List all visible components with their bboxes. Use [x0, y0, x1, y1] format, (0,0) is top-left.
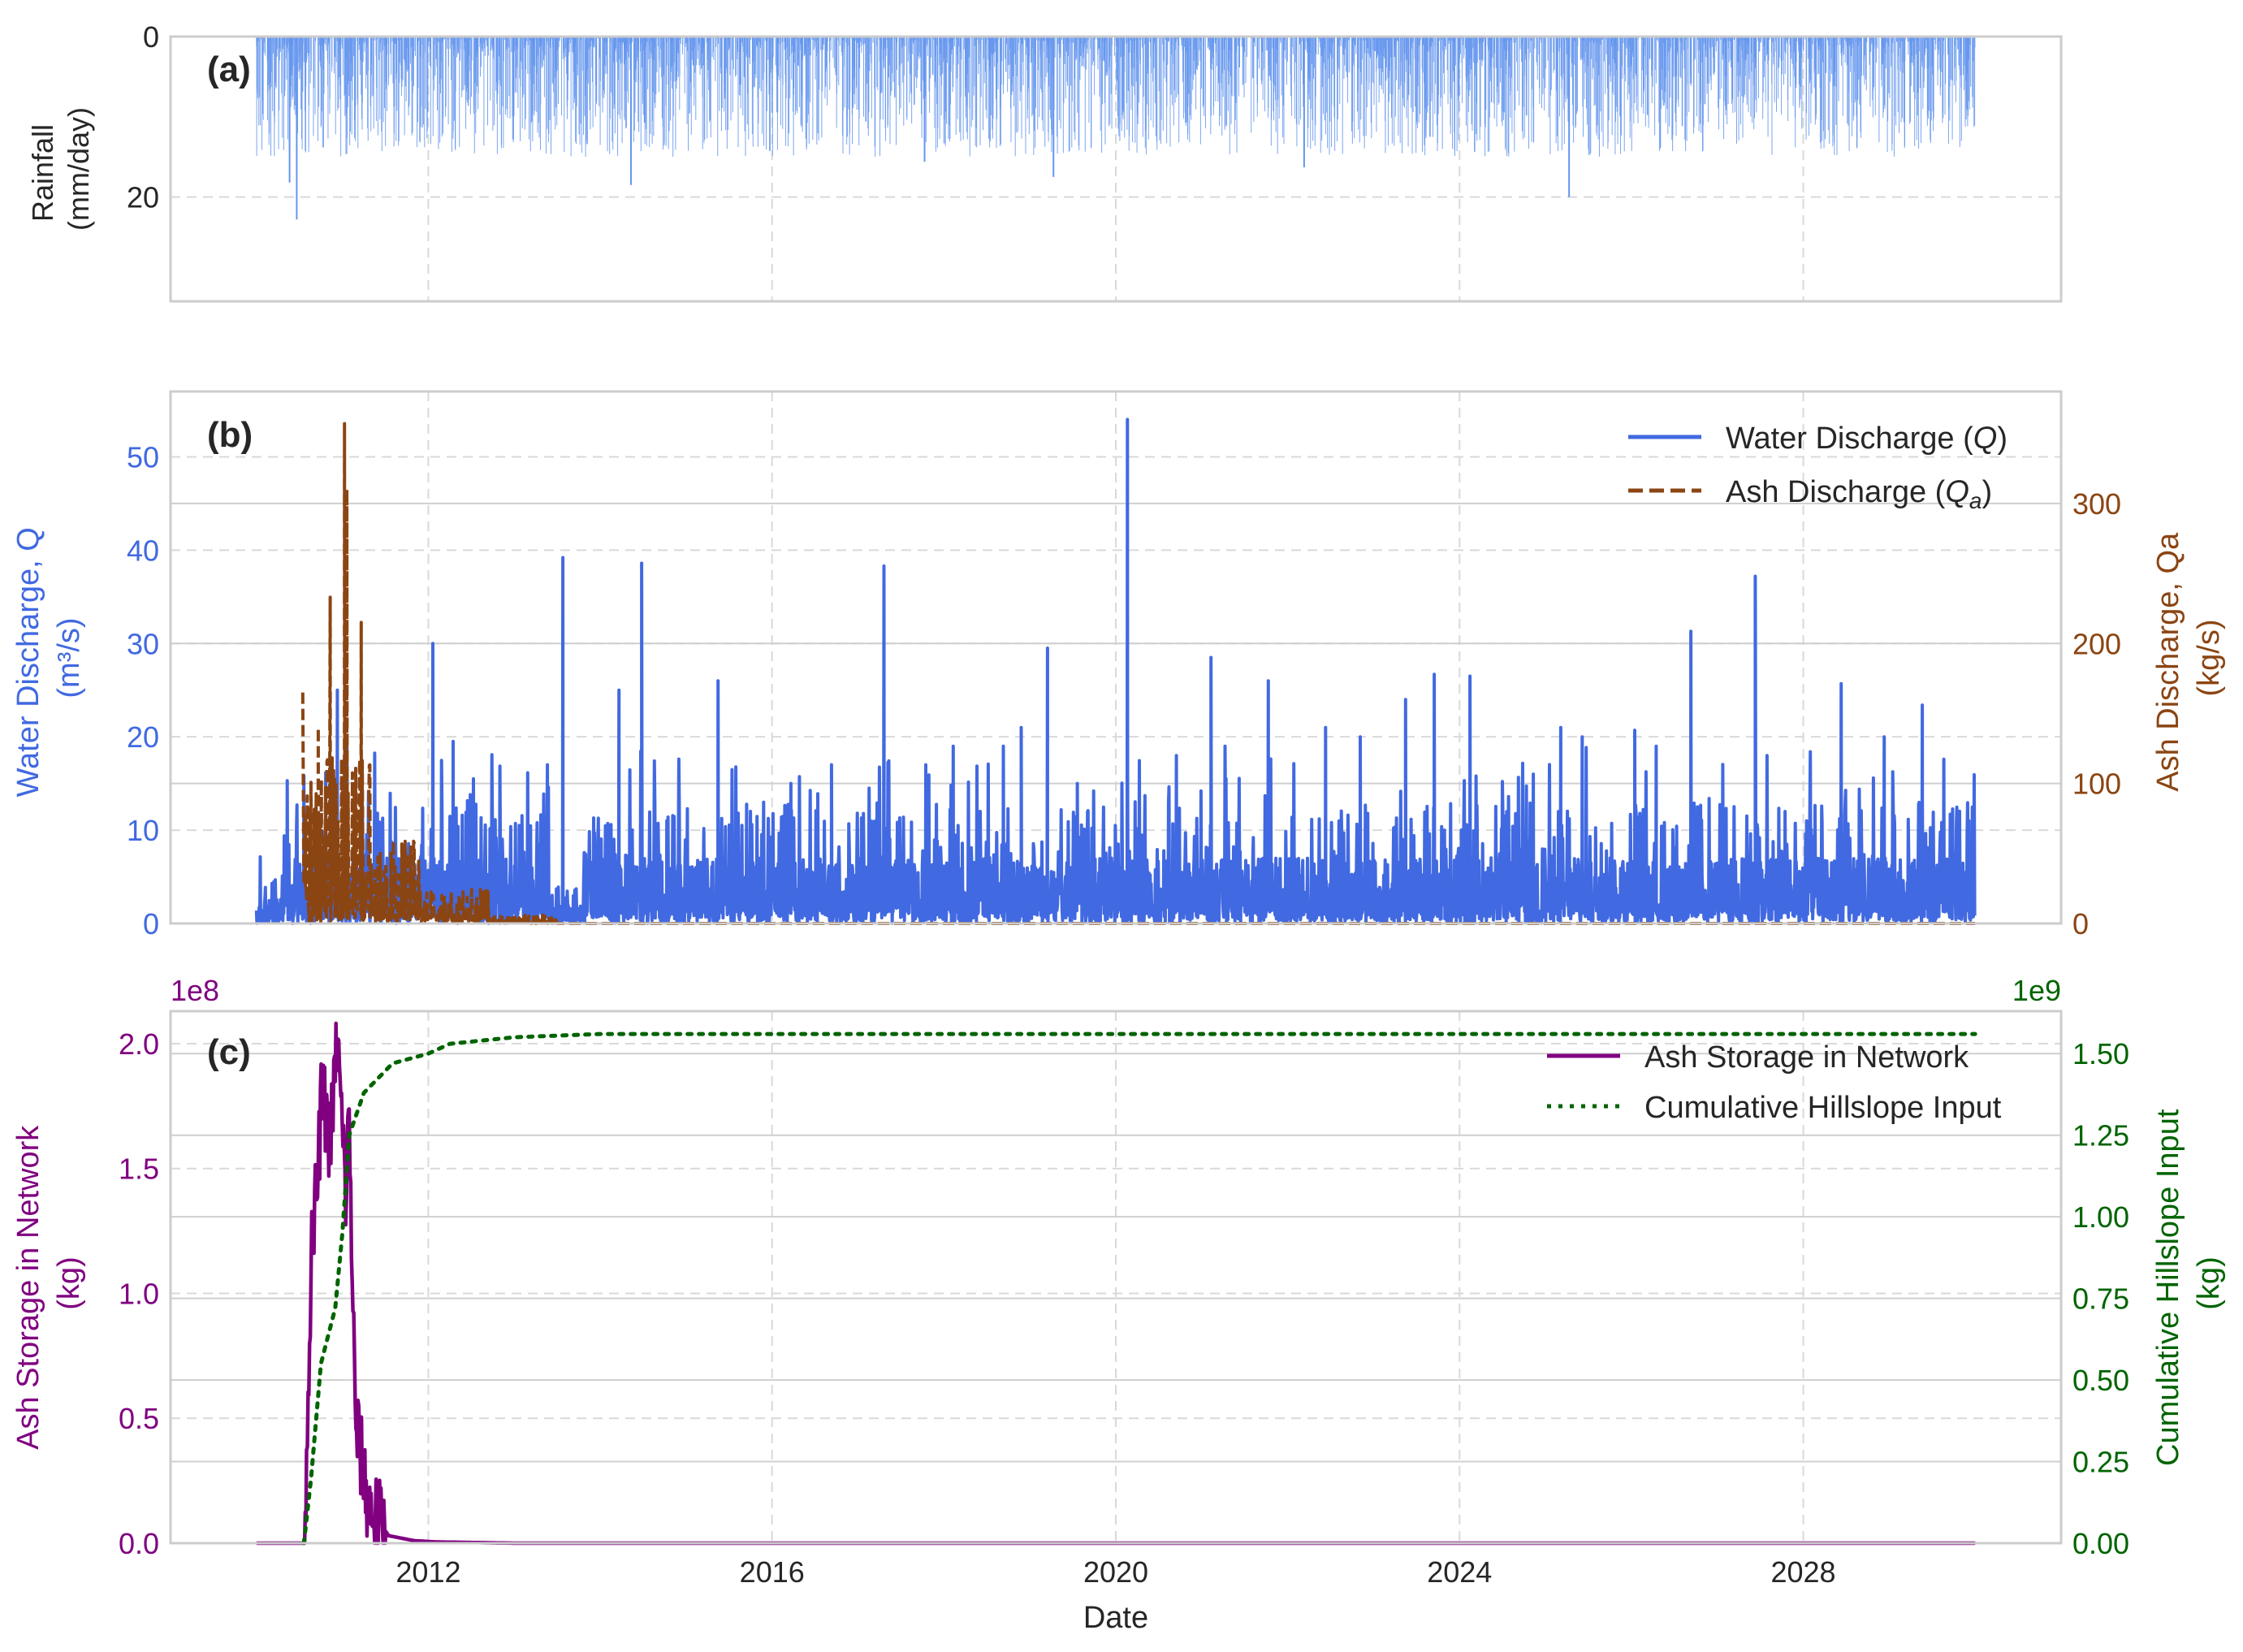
panel-b-ytick-right-2: 200 — [2072, 627, 2121, 660]
panel-b-yticks-right: 0 100 200 300 — [2072, 487, 2121, 941]
panel-c-ylabel-left-line2: (kg) — [52, 1256, 86, 1309]
panel-b-ytick-left-4: 40 — [127, 534, 159, 567]
panel-c-xtick-2: 2020 — [1083, 1555, 1148, 1589]
panel-b-ylabel-left: Water Discharge, Q (m³/s) — [11, 519, 86, 798]
panel-c-ytick-right-0: 0.00 — [2072, 1527, 2129, 1560]
panel-c-ytick-left-2: 1.0 — [119, 1277, 159, 1310]
panel-c-yticks-right: 0.00 0.25 0.50 0.75 1.00 1.25 1.50 — [2072, 1037, 2129, 1560]
panel-c-ytick-right-6: 1.50 — [2072, 1037, 2129, 1070]
panel-b-frame — [169, 390, 2063, 925]
panel-b-legend: Water Discharge (Q) Ash Discharge (Qa) — [1628, 422, 2007, 513]
panel-b-ytick-left-0: 0 — [143, 907, 159, 941]
panel-c-ytick-right-3: 0.75 — [2072, 1282, 2129, 1316]
panel-c-legend: Ash Storage in Network Cumulative Hillsl… — [1547, 1040, 2002, 1125]
legend-cumulative-label: Cumulative Hillslope Input — [1644, 1091, 2002, 1125]
panel-b-ytick-left-1: 10 — [127, 814, 159, 847]
panel-c-ytick-left-4: 2.0 — [119, 1027, 159, 1061]
panel-c-xtick-1: 2016 — [740, 1555, 805, 1589]
legend-storage-label: Ash Storage in Network — [1644, 1040, 1969, 1075]
panel-a-ylabel: Rainfall (mm/day) — [26, 107, 95, 231]
panel-c-xtick-0: 2012 — [395, 1555, 460, 1589]
panel-c-ylabel-left-line1: Ash Storage in Network — [11, 1125, 45, 1450]
panel-c-offset-left: 1e8 — [171, 974, 219, 1007]
panel-b-label: (b) — [207, 415, 253, 455]
panel-c: 0.0 0.5 1.0 1.5 2.0 0.00 0.25 0.50 0.75 1.00 1.25… — [11, 974, 2226, 1635]
panel-a-ytick-0: 0 — [143, 20, 159, 54]
panel-c-ytick-left-3: 1.5 — [119, 1153, 159, 1186]
panel-b-ylabel-right: Ash Discharge, Qa (kg/s) — [2151, 524, 2226, 791]
panel-c-ytick-right-1: 0.25 — [2072, 1446, 2129, 1479]
panel-a: 0 20 (a) Rainfall (mm/day) — [26, 20, 2063, 303]
panel-b-ylabel-right-line1: Ash Discharge, Qa — [2151, 532, 2185, 792]
panel-b-ytick-left-2: 20 — [127, 720, 159, 754]
panel-b: 0 10 20 30 40 50 0 100 200 300 (b) Water Dischar… — [11, 390, 2226, 941]
panel-c-yticks-left: 0.0 0.5 1.0 1.5 2.0 — [119, 1027, 159, 1560]
panel-c-ytick-right-4: 1.00 — [2072, 1200, 2129, 1234]
panel-c-label: (c) — [207, 1032, 251, 1072]
panel-c-ytick-right-5: 1.25 — [2072, 1119, 2129, 1153]
water-discharge-line — [254, 417, 1977, 925]
panel-c-ytick-left-1: 0.5 — [119, 1402, 159, 1435]
panel-c-xticks: 2012 2016 2020 2024 2028 — [395, 1555, 1835, 1589]
panel-c-xlabel: Date — [1083, 1601, 1148, 1635]
panel-b-ytick-left-5: 50 — [127, 440, 159, 474]
panel-b-yticks-left: 0 10 20 30 40 50 — [127, 440, 159, 941]
panel-a-label: (a) — [207, 50, 251, 89]
panel-a-ylabel-line2: (mm/day) — [62, 107, 95, 231]
panel-a-frame — [169, 35, 2063, 303]
panel-b-ylabel-right-line2: (kg/s) — [2192, 620, 2226, 697]
legend-water-label: Water Discharge (Q) — [1726, 422, 2007, 456]
panel-c-ylabel-right-line1: Cumulative Hillslope Input — [2151, 1109, 2185, 1466]
panel-c-ylabel-left: Ash Storage in Network (kg) — [11, 1117, 86, 1450]
panel-c-ylabel-right: Cumulative Hillslope Input (kg) — [2151, 1101, 2226, 1466]
legend-ash-label: Ash Discharge (Qa) — [1726, 475, 1992, 513]
panel-c-ytick-right-2: 0.50 — [2072, 1364, 2129, 1397]
panel-c-xtick-4: 2028 — [1770, 1555, 1835, 1589]
panel-c-xtick-3: 2024 — [1427, 1555, 1492, 1589]
panel-c-frame — [169, 1010, 2063, 1545]
panel-c-ylabel-right-line2: (kg) — [2192, 1256, 2226, 1309]
ash-discharge-line — [300, 422, 1976, 925]
panel-b-lines — [254, 417, 1977, 925]
panel-a-ytick-1: 20 — [127, 181, 159, 214]
panel-b-ylabel-left-line1: Water Discharge, Q — [11, 527, 45, 797]
panel-b-ytick-right-0: 0 — [2072, 907, 2089, 941]
panel-b-ylabel-left-line2: (m³/s) — [52, 617, 86, 698]
panel-c-offset-right: 1e9 — [2012, 974, 2061, 1007]
panel-b-ytick-left-3: 30 — [127, 627, 159, 660]
panel-c-ytick-left-0: 0.0 — [119, 1527, 159, 1560]
panel-b-ytick-right-3: 300 — [2072, 487, 2121, 521]
panel-a-ylabel-line1: Rainfall — [26, 124, 59, 222]
panel-a-yticks: 0 20 — [127, 20, 159, 214]
panel-b-ytick-right-1: 100 — [2072, 768, 2121, 801]
